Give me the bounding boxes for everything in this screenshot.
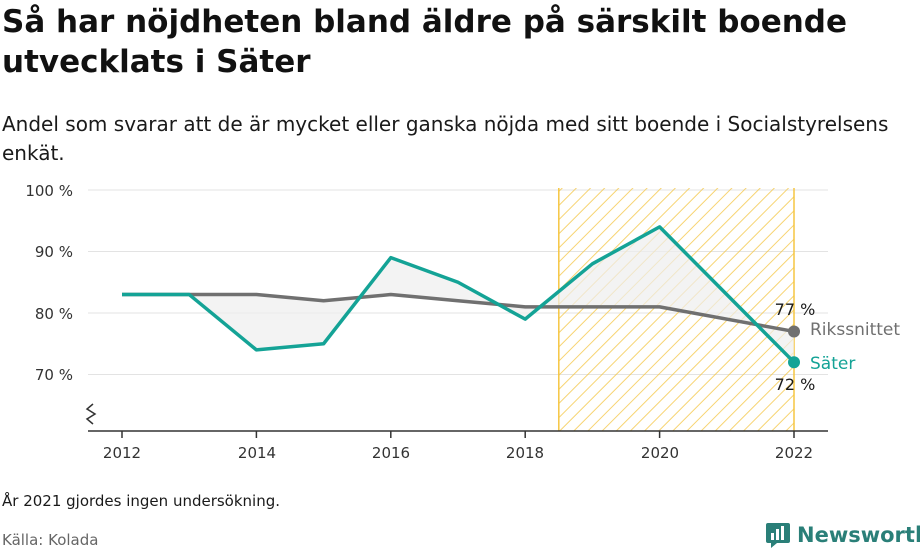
chart-note: År 2021 gjordes ingen undersökning. <box>2 492 281 510</box>
rikssnitt-line <box>122 292 795 334</box>
rikssnitt-series-label: Rikssnittet <box>810 320 900 340</box>
fill-between-polygon <box>122 226 794 363</box>
y-tick-label: 100 % <box>25 182 73 200</box>
sater-value-label: 72 % <box>775 375 816 394</box>
rikssnitt-value-label: 77 % <box>775 300 816 319</box>
source-label: Källa: Kolada <box>2 531 99 549</box>
x-tick-label: 2016 <box>372 444 410 462</box>
x-tick-label: 2020 <box>641 444 679 462</box>
rikssnitt-end-point <box>788 325 800 338</box>
sater-end-point <box>788 356 800 369</box>
x-tick-label: 2022 <box>775 444 813 462</box>
y-tick-label: 70 % <box>35 366 73 384</box>
x-tick-label: 2018 <box>506 444 544 462</box>
x-tick-label: 2014 <box>238 444 276 462</box>
line-chart: 100 % 90 % 80 % 70 % 2012 2014 2016 2018… <box>25 182 901 462</box>
axis-break-icon <box>85 403 97 425</box>
page-title: Så har nöjdheten bland äldre på särskilt… <box>2 4 848 80</box>
y-tick-label: 90 % <box>35 243 73 261</box>
newsworthy-logo-icon <box>766 523 790 548</box>
sater-series-label: Säter <box>810 354 855 374</box>
sater-line <box>122 225 796 364</box>
series-lines <box>122 225 800 369</box>
y-tick-label: 80 % <box>35 305 73 323</box>
brand-logo: Newsworthy <box>765 520 920 550</box>
brand-name: Newsworthy <box>797 523 920 547</box>
chart-subtitle: Andel som svarar att de är mycket eller … <box>2 112 889 165</box>
x-axis <box>85 403 828 438</box>
x-tick-label: 2012 <box>103 444 141 462</box>
fill-between-area <box>122 226 794 363</box>
x-axis-labels: 2012 2014 2016 2018 2020 2022 <box>103 444 813 462</box>
y-axis-labels: 100 % 90 % 80 % 70 % <box>25 182 73 384</box>
series-labels: 77 % Rikssnittet Säter 72 % <box>775 300 901 394</box>
